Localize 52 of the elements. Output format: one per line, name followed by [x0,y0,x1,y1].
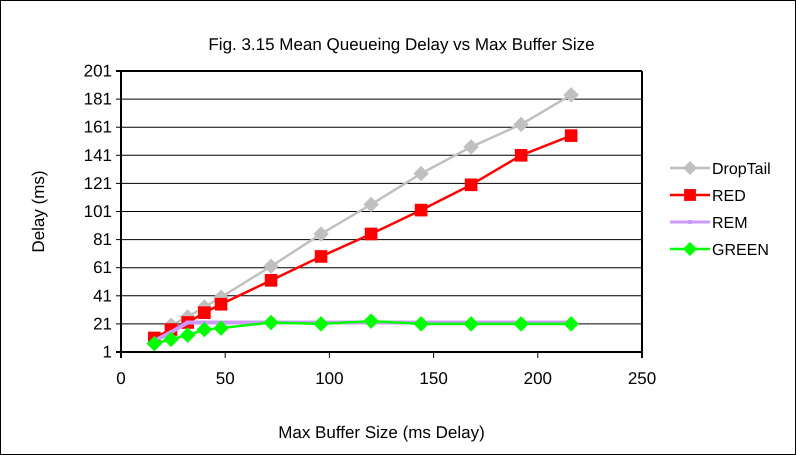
point [513,116,529,132]
x-axis-title: Max Buffer Size (ms Delay) [278,423,485,442]
y-tick-label: 161 [84,118,112,137]
chart-title: Fig. 3.15 Mean Queueing Delay vs Max Buffer Size [208,35,595,54]
x-tick-label: 0 [116,369,126,388]
point [263,314,279,330]
point [364,228,378,240]
y-tick-label: 41 [93,286,112,306]
point [464,178,478,192]
y-axis-title: Delay (ms) [29,170,48,253]
y-tick-label: 61 [93,258,112,278]
y-tick-label: 21 [93,314,112,334]
point [563,87,579,103]
y-tick-label: 121 [84,174,112,193]
x-tick-label: 50 [216,369,235,388]
y-tick-label: 81 [93,230,112,250]
point [463,316,479,332]
legend-label: REM [712,215,748,232]
x-tick-label: 250 [628,369,656,388]
legend-label: RED [712,188,746,205]
y-tick-label: 1 [102,342,112,362]
point [413,316,429,332]
point [314,250,328,263]
legend-label: DropTail [712,161,771,178]
x-tick-label: 200 [524,369,552,388]
point [264,274,278,287]
point [514,148,528,162]
point [214,298,228,311]
point [463,139,479,155]
point [564,129,578,142]
point [513,316,529,332]
point [313,316,329,332]
point [213,320,229,336]
point [263,258,279,274]
legend-label: GREEN [712,242,769,259]
point [563,316,579,332]
x-tick-label: 150 [419,369,448,388]
point [196,322,212,338]
y-tick-label: 201 [84,61,112,80]
point [198,306,211,319]
point [363,196,379,212]
point [414,204,428,216]
x-tick-label: 100 [315,369,344,388]
point [313,226,329,242]
y-tick-label: 101 [84,202,112,221]
point [180,327,196,343]
y-tick-label: 141 [84,146,112,165]
point [146,336,162,352]
y-tick-label: 181 [84,90,112,109]
point [413,166,429,182]
point [363,313,379,329]
point [163,332,179,348]
